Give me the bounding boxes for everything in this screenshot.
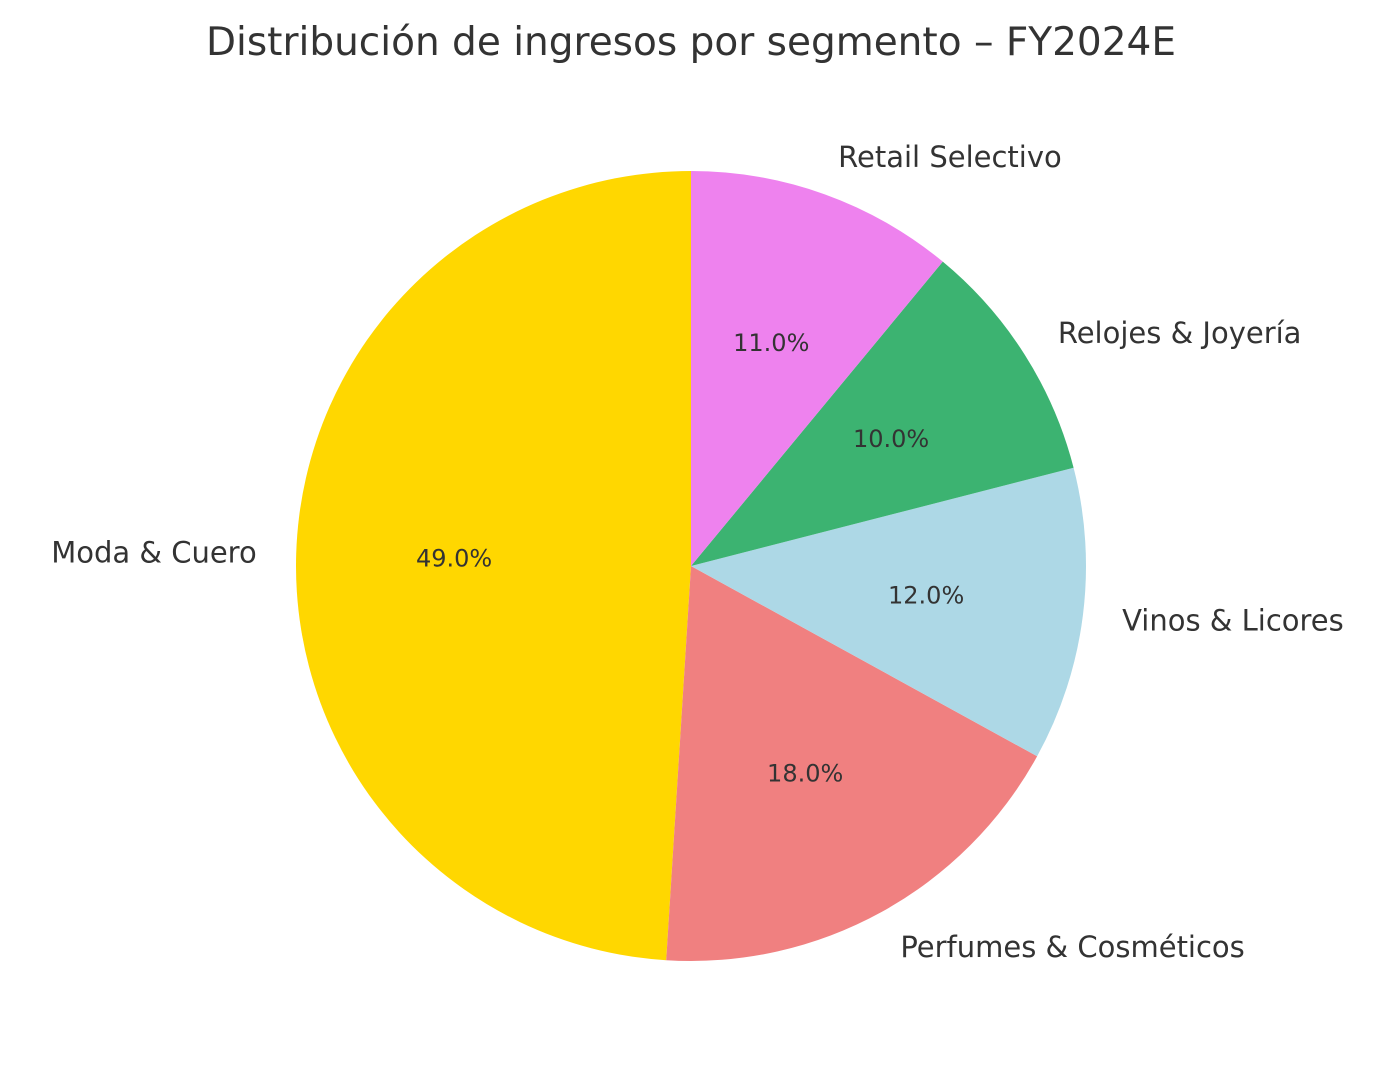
pct-label-vinos-licores: 12.0% — [888, 582, 964, 610]
pie-slice-relojes-joyeria — [691, 261, 1074, 566]
category-label-vinos-licores: Vinos & Licores — [1122, 603, 1344, 637]
pct-label-retail-selectivo: 11.0% — [733, 329, 809, 357]
pie-slice-retail-selectivo — [691, 171, 943, 566]
pct-label-relojes-joyeria: 10.0% — [853, 425, 929, 453]
category-label-relojes-joyeria: Relojes & Joyería — [1058, 316, 1302, 350]
pct-label-perfumes-cosmeticos: 18.0% — [767, 760, 843, 788]
pie-slice-vinos-licores — [691, 467, 1086, 757]
pct-label-moda-cuero: 49.0% — [416, 545, 492, 573]
category-labels: Moda & Cuero Perfumes & Cosméticos Vinos &… — [51, 140, 1344, 964]
percentage-labels: 49.0% 18.0% 12.0% 10.0% 11.0% — [416, 329, 964, 788]
pie-slice-moda-cuero — [295, 170, 691, 961]
category-label-moda-cuero: Moda & Cuero — [51, 535, 257, 569]
category-label-retail-selectivo: Retail Selectivo — [838, 140, 1062, 174]
pie-slice-perfumes-cosmeticos — [666, 566, 1038, 962]
pie-slices — [295, 170, 1086, 962]
category-label-perfumes-cosmeticos: Perfumes & Cosméticos — [900, 930, 1244, 964]
chart-title: Distribución de ingresos por segmento – … — [206, 20, 1176, 65]
